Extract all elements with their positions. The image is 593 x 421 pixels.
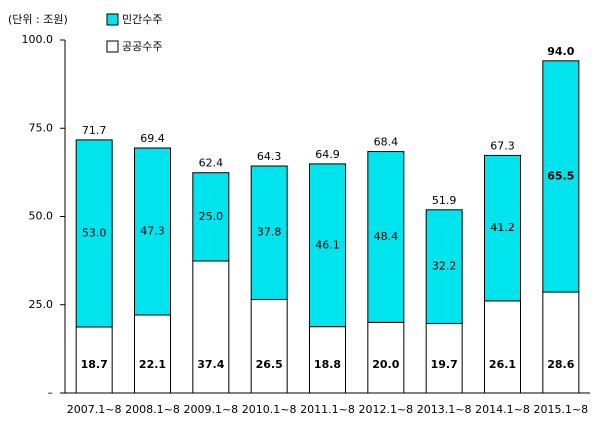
total-label: 69.4: [140, 132, 165, 145]
total-label: 94.0: [547, 45, 574, 58]
value-label: 19.7: [431, 358, 458, 371]
value-label: 20.0: [372, 358, 399, 371]
value-label: 53.0: [82, 226, 107, 239]
bar-segment: [250, 165, 288, 300]
x-tick-label: 2011.1~8: [300, 403, 355, 416]
value-label: 32.2: [432, 260, 457, 273]
total-label: 71.7: [82, 124, 107, 137]
value-label: 18.8: [314, 358, 341, 371]
total-label: 68.4: [374, 136, 399, 149]
bar-segment: [484, 300, 521, 394]
value-label: 37.4: [197, 358, 224, 371]
bar-segment: [425, 209, 463, 324]
value-label: 28.6: [547, 358, 574, 371]
x-tick-label: 2015.1~8: [533, 403, 588, 416]
bar-segment: [367, 151, 405, 323]
value-label: 46.1: [315, 238, 340, 251]
value-label: 65.5: [547, 169, 574, 182]
value-label: 37.8: [257, 226, 282, 239]
value-label: 22.1: [139, 358, 166, 371]
value-label: 41.2: [490, 221, 515, 234]
y-tick-label: 100.0: [22, 33, 54, 46]
total-label: 64.9: [315, 148, 340, 161]
bar-segment: [134, 147, 171, 316]
total-label: 64.3: [257, 150, 282, 163]
bar-segment: [425, 322, 463, 394]
value-label: 26.5: [256, 358, 283, 371]
total-label: 67.3: [490, 139, 515, 152]
x-tick-label: 2012.1~8: [358, 403, 413, 416]
y-tick-label: 50.0: [29, 210, 54, 223]
x-tick-label: 2010.1~8: [242, 403, 297, 416]
bar-segment: [542, 60, 580, 293]
bar-segment: [542, 291, 580, 394]
value-label: 18.7: [81, 358, 108, 371]
y-tick-label: 25.0: [29, 298, 54, 311]
unit-label: (단위 : 조원): [8, 13, 68, 26]
bar-segment: [250, 298, 288, 394]
value-label: 48.4: [374, 230, 399, 243]
x-tick-label: 2014.1~8: [475, 403, 530, 416]
bar-segment: [75, 139, 113, 328]
bar-segment: [309, 163, 346, 328]
value-label: 25.0: [199, 210, 224, 223]
total-label: 62.4: [199, 157, 224, 170]
x-tick-label: 2008.1~8: [125, 403, 180, 416]
x-tick-label: 2013.1~8: [417, 403, 472, 416]
bar-segment: [134, 314, 171, 394]
legend-label: 민간수주: [122, 13, 162, 26]
x-tick-label: 2009.1~8: [183, 403, 238, 416]
bar-segment: [309, 326, 346, 394]
x-tick-label: 2007.1~8: [67, 403, 122, 416]
bar-segment: [192, 172, 230, 262]
bar-segment: [484, 154, 521, 302]
value-label: 26.1: [489, 358, 516, 371]
y-tick-label: 75.0: [29, 121, 54, 134]
bar-segment: [75, 326, 113, 394]
legend-label: 공공수주: [122, 40, 162, 53]
legend-swatch: [106, 13, 119, 26]
y-tick-label: –: [48, 386, 54, 399]
legend-swatch: [106, 40, 119, 53]
bar-segment: [367, 321, 405, 394]
value-label: 47.3: [140, 225, 165, 238]
bar-segment: [192, 260, 230, 394]
total-label: 51.9: [432, 194, 457, 207]
